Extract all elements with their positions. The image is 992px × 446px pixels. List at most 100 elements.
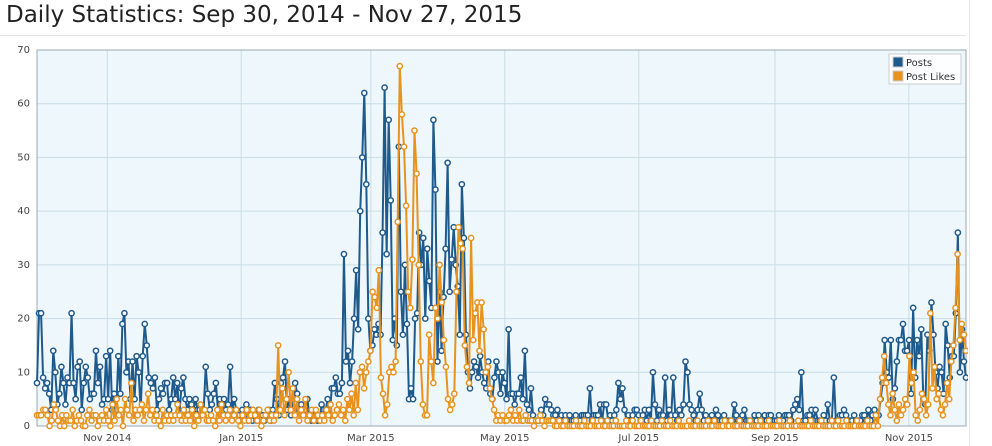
data-point [83,411,91,419]
data-point [448,401,456,408]
legend-label-post-likes: Post Likes [906,72,955,83]
data-point [486,385,494,392]
data-point [111,417,118,424]
data-point [299,411,307,419]
data-point [253,417,261,424]
data-point [102,352,110,360]
data-point [610,411,618,419]
data-point [291,379,299,387]
data-point [291,411,299,419]
data-point [365,315,372,322]
data-point [381,84,388,91]
data-point [947,358,955,365]
data-point [123,368,130,376]
data-point [202,363,210,371]
data-point [480,325,488,333]
data-point [404,288,412,296]
data-point [350,411,358,419]
data-point [939,411,947,419]
data-point [338,379,346,387]
data-point [511,411,519,419]
data-point [125,411,133,419]
data-point [503,395,510,403]
data-point [901,395,909,403]
data-point [226,406,234,414]
data-point [491,374,498,382]
data-point [356,207,364,215]
data-point [521,347,529,355]
data-point [177,385,185,392]
data-point [306,411,313,419]
data-point [389,336,397,344]
data-point [367,347,374,355]
data-point [399,331,407,339]
data-point [676,406,683,414]
data-point [525,406,533,414]
data-point [210,390,218,398]
data-point [757,417,764,424]
data-point [50,401,58,408]
data-point [144,390,152,398]
data-point [211,422,219,430]
data-point [572,417,580,424]
data-point [371,325,378,333]
data-point [110,390,118,398]
data-point [515,406,523,414]
legend-swatch-posts [892,56,904,68]
data-point [318,401,325,408]
data-point [682,358,689,365]
data-point [444,395,452,403]
data-point [802,417,809,424]
data-point [201,406,209,414]
data-point [910,368,917,376]
data-point [234,417,242,424]
data-point [765,417,773,424]
data-point [224,401,232,408]
data-point [730,401,738,408]
data-point [216,417,223,424]
data-point [135,368,142,376]
y-tick-label: 30 [17,260,30,271]
data-point [117,406,125,414]
data-point [694,417,701,424]
data-point [594,411,602,419]
data-point [379,390,387,398]
data-point [344,395,351,403]
data-point [369,288,376,296]
data-point [145,374,153,382]
data-point [843,417,850,424]
data-point [230,411,238,419]
data-point [148,406,156,414]
page-right-border [969,0,970,446]
data-point [440,336,448,344]
data-point [255,406,263,414]
data-point [830,374,838,382]
data-point [941,401,949,408]
data-point [37,411,45,419]
data-point [409,395,417,403]
data-point [385,116,393,124]
data-point [332,374,340,382]
data-point [469,336,477,344]
data-point [820,411,828,419]
data-point [432,186,439,194]
data-point [146,411,154,419]
data-point [207,411,215,419]
data-point [887,336,895,344]
data-point [507,406,515,414]
data-point [685,417,693,424]
data-point [648,417,655,424]
page-title: Daily Statistics: Sep 30, 2014 - Nov 27,… [6,2,523,28]
data-point [661,374,669,382]
data-point [899,320,907,328]
data-point [348,390,355,398]
data-point [962,347,968,355]
data-point [344,347,352,355]
data-point [927,309,934,317]
data-point [415,261,423,269]
title-divider [0,35,966,36]
data-point [807,417,815,424]
data-point [545,401,553,408]
data-point [390,368,397,376]
data-point [289,385,297,392]
